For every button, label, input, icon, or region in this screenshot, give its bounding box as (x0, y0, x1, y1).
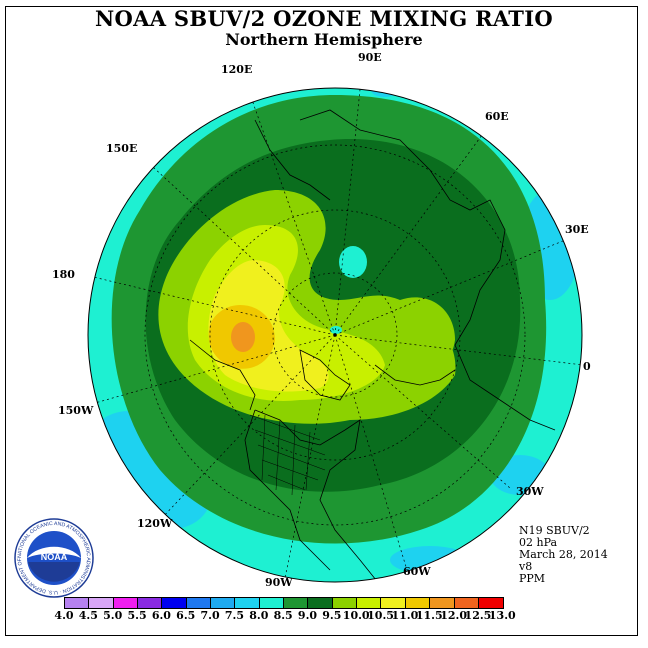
colorbar-tick-label: 13.0 (488, 609, 516, 622)
meridian-30e (334, 237, 571, 336)
colorbar-segment (332, 598, 358, 608)
lon-label-180: 180 (52, 268, 75, 281)
colorbar-segment (381, 598, 406, 608)
us-state-borders (249, 414, 326, 496)
colorbar-segment (430, 598, 455, 608)
lon-label-120e: 120E (221, 63, 253, 76)
colorbar-tick-label: 10.5 (367, 609, 394, 622)
logo-noaa-text: NOAA (41, 552, 68, 562)
colorbar-segment (357, 598, 382, 608)
colorbar-tick-label: 4.5 (78, 609, 98, 622)
asia-east-coast (254, 119, 331, 201)
colorbar-segment (211, 598, 236, 608)
colorbar-segment (308, 598, 333, 608)
meridian-150e (139, 154, 336, 336)
lon-label-120w: 120W (137, 517, 173, 530)
colorbar-segment (405, 598, 431, 608)
colorbar-tick-label: 5.5 (127, 609, 147, 622)
lon-label-150e: 150E (106, 142, 138, 155)
colorbar-tick-label: 6.5 (176, 609, 196, 622)
meridian-90w (284, 334, 336, 579)
latitude-circle-50 (209, 209, 461, 461)
lon-label-60e: 60E (485, 110, 509, 123)
colorbar-tick-label: 7.5 (224, 609, 245, 622)
colorbar-segment (186, 598, 212, 608)
alaska-coast (189, 339, 256, 411)
colorbar-tick-label: 11.5 (415, 609, 443, 622)
greenland-coast (374, 364, 456, 386)
latitude-circle-70 (272, 272, 398, 398)
info-units: PPM (519, 572, 546, 585)
colorbar-segment (113, 598, 139, 608)
colorbar-tick-label: 7.0 (200, 609, 220, 622)
colorbar-segment (284, 598, 309, 608)
colorbar-tick-label: 6.0 (151, 609, 171, 622)
logo-lower-half (28, 562, 80, 582)
logo-bird-shape (27, 546, 81, 558)
north-america-coast-west (244, 409, 331, 571)
colorbar-segment (65, 598, 90, 608)
colorbar-segment (259, 598, 285, 608)
contour-9.5-east (378, 297, 455, 372)
colorbar-tick-label: 10.0 (342, 609, 370, 622)
meridian-90e (334, 88, 363, 336)
lon-label-0: 0 (583, 360, 591, 373)
colorbar-tick-label: 9.0 (297, 609, 318, 622)
coastlines (189, 109, 556, 582)
info-level: 02 hPa (519, 536, 558, 549)
lon-label-90e: 90E (358, 51, 382, 64)
contour-8.0-polar-small (330, 326, 342, 334)
eurasia-coast-north (299, 109, 506, 346)
colorbar (64, 597, 505, 609)
hemisphere-boundary (87, 87, 583, 583)
colorbar-tick-label: 4.0 (54, 609, 74, 622)
info-satellite: N19 SBUV/2 (519, 524, 590, 537)
info-version: v8 (519, 560, 533, 573)
map-title: NOAA SBUV/2 OZONE MIXING RATIO (95, 6, 553, 31)
north-america-coast-east (254, 409, 381, 582)
lon-label-90w: 90W (265, 576, 293, 589)
colorbar-ticks: 4.0 4.5 5.0 5.5 6.0 6.5 7.0 7.5 8.0 8.5 9.0 9.5 10.0… (0, 609, 648, 623)
contour-8.0-polar (339, 246, 367, 278)
contour-11.5 (231, 322, 255, 352)
plot-frame (5, 6, 638, 636)
lon-label-30e: 30E (565, 223, 589, 236)
colorbar-tick-label: 12.0 (440, 609, 467, 622)
noaa-logo: NATIONAL OCEANIC AND ATMOSPHERIC ADMINIS… (14, 518, 94, 598)
lon-label-150w: 150W (58, 404, 94, 417)
africa-coast (454, 344, 556, 431)
colorbar-tick-label: 8.0 (249, 609, 269, 622)
colorbar-segment (235, 598, 260, 608)
lon-label-60w: 60W (403, 565, 431, 578)
colorbar-segment (138, 598, 163, 608)
graticule (88, 88, 582, 579)
state-lines-vertical (261, 414, 311, 496)
colorbar-tick-label: 5.0 (103, 609, 123, 622)
meridian-0 (334, 334, 582, 366)
meridian-60w (334, 334, 408, 571)
meridian-120e (244, 88, 336, 336)
arctic-islands (299, 349, 351, 401)
colorbar-tick-label: 9.5 (322, 609, 342, 622)
colorbar-tick-label: 8.5 (273, 609, 293, 622)
latitude-circle-30 (144, 144, 526, 526)
colorbar-segment (478, 598, 504, 608)
state-lines-horizontal (249, 414, 326, 491)
ozone-field (88, 88, 582, 582)
meridian-30w (334, 334, 511, 489)
map-subtitle: Northern Hemisphere (225, 30, 423, 49)
colorbar-tick-label: 12.5 (464, 609, 492, 622)
colorbar-tick-label: 11.0 (391, 609, 419, 622)
colorbar-segment (89, 598, 114, 608)
colorbar-segment (162, 598, 187, 608)
dataset-info: N19 SBUV/2 02 hPa March 28, 2014 v8 PPM (519, 525, 608, 585)
info-date: March 28, 2014 (519, 548, 608, 561)
colorbar-segment (454, 598, 479, 608)
lon-label-30w: 30W (516, 485, 544, 498)
